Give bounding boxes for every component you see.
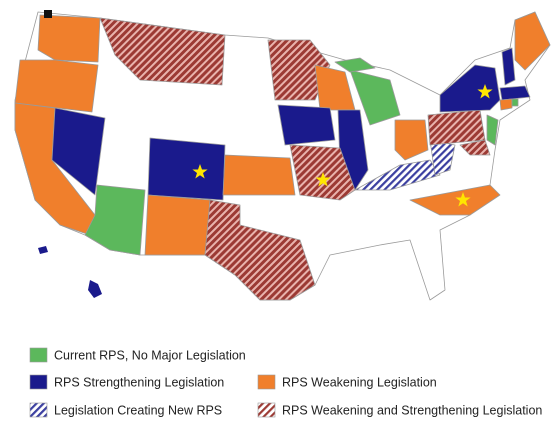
legend-swatch — [257, 374, 276, 390]
us-map — [14, 10, 551, 301]
state — [334, 57, 376, 73]
state — [84, 184, 146, 256]
state — [499, 98, 513, 111]
star — [477, 84, 493, 99]
state — [37, 14, 101, 63]
legend-swatch — [257, 402, 276, 418]
state — [277, 104, 336, 146]
state — [222, 154, 296, 196]
stars — [192, 84, 493, 207]
state — [349, 69, 401, 126]
state — [289, 144, 356, 201]
star — [455, 192, 471, 207]
state — [38, 246, 48, 254]
legend: Current RPS, No Major Legislation RPS Str… — [29, 347, 542, 418]
state — [501, 47, 516, 86]
state — [427, 109, 486, 146]
legend-swatch — [29, 347, 48, 363]
legend-swatch — [29, 402, 48, 418]
state — [486, 114, 499, 146]
state — [51, 107, 106, 196]
state — [409, 184, 501, 216]
state — [144, 194, 211, 256]
legend-label: Current RPS, No Major Legislation — [54, 348, 246, 362]
state — [88, 280, 102, 298]
state — [204, 199, 316, 301]
state — [44, 10, 52, 18]
state — [514, 11, 551, 71]
star — [192, 164, 208, 179]
state — [394, 119, 429, 161]
legend-label: Legislation Creating New RPS — [54, 403, 222, 417]
legend-swatch — [29, 374, 48, 390]
legend-label: RPS Weakening and Strengthening Legislat… — [282, 403, 542, 417]
state — [14, 59, 99, 113]
state — [439, 64, 501, 113]
star — [315, 172, 331, 187]
legend-label: RPS Strengthening Legislation — [54, 375, 224, 389]
state — [499, 85, 531, 101]
state — [147, 137, 226, 201]
state — [99, 17, 226, 86]
state — [511, 98, 519, 107]
state — [459, 139, 491, 156]
legend-label: RPS Weakening Legislation — [282, 375, 437, 389]
